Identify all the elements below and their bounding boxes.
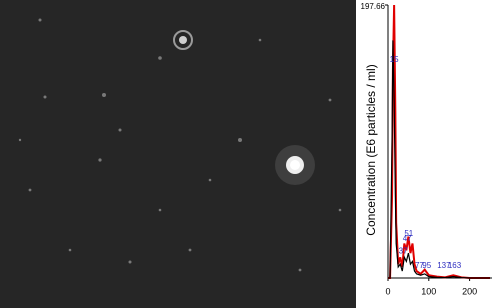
peak-label: 77	[415, 261, 424, 270]
peak-label: 95	[422, 261, 431, 270]
peak-label: 137	[437, 261, 451, 270]
x-tick-label: 0	[385, 286, 390, 296]
particle-core	[179, 36, 187, 44]
peak-label: 15	[390, 55, 399, 64]
y-tick-label: 197.66	[361, 2, 386, 11]
peak-label: 47	[403, 234, 412, 243]
peak-label: 163	[448, 261, 462, 270]
peak-label: 37	[399, 247, 408, 256]
particle-ring	[173, 30, 193, 50]
particles	[18, 18, 342, 272]
x-tick-label: 200	[462, 286, 477, 296]
peak-label: 51	[404, 229, 413, 238]
y-axis-label: Concentration (E6 particles / ml)	[364, 64, 378, 235]
x-tick-label: 100	[421, 286, 436, 296]
series-line	[388, 40, 490, 279]
particle-center	[290, 160, 300, 170]
